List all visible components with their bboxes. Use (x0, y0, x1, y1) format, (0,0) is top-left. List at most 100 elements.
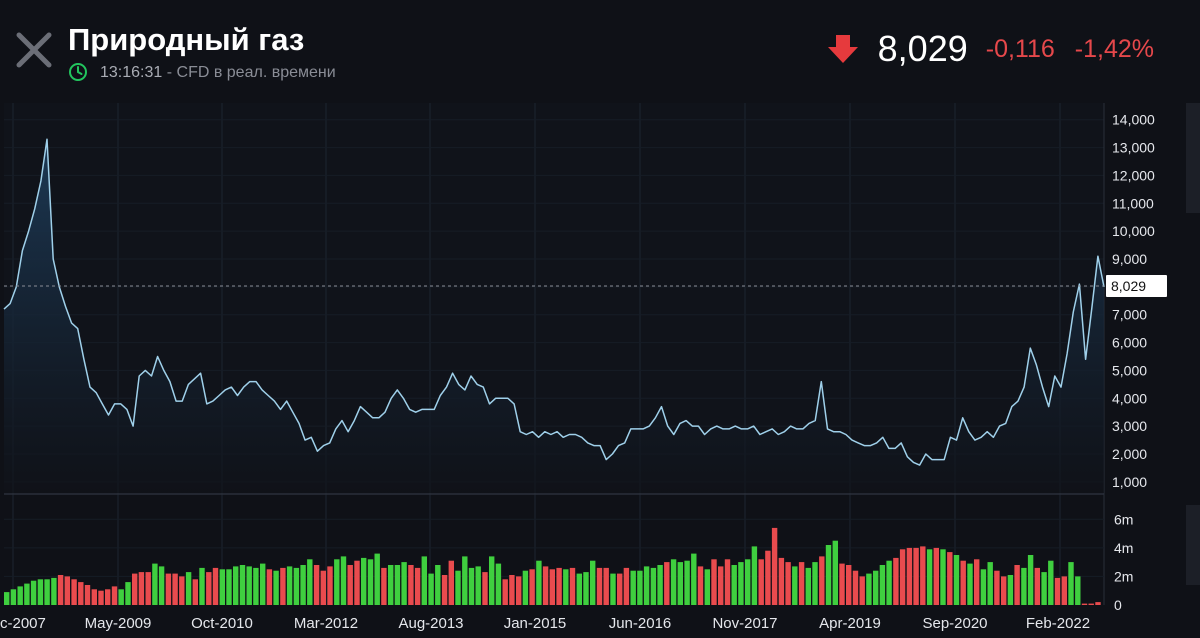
price-change-percent: -1,42% (1074, 34, 1154, 63)
volume-bar (1021, 567, 1027, 605)
volume-bar (617, 573, 623, 605)
price-area (4, 139, 1104, 493)
y-tick-label: 6,000 (1112, 335, 1147, 351)
volume-bar (495, 563, 502, 605)
volume-bar (482, 572, 488, 605)
volume-bar (300, 565, 306, 605)
volume-bar (401, 562, 407, 605)
volume-bar (374, 553, 380, 605)
volume-bar (974, 559, 980, 605)
volume-bar (354, 560, 360, 605)
volume-bar (475, 566, 481, 605)
volume-bar (536, 560, 542, 605)
x-tick-label: Sep-2020 (922, 615, 987, 632)
volume-bar (253, 567, 259, 605)
volume-bar (529, 569, 535, 605)
volume-bar (428, 573, 434, 605)
volume-bar (307, 559, 313, 605)
volume-bar (718, 566, 724, 605)
volume-bar (71, 579, 77, 605)
volume-bar (17, 586, 23, 605)
volume-bar (920, 546, 926, 605)
x-tick-label: Aug-2013 (398, 615, 463, 632)
volume-bar (118, 589, 124, 605)
volume-bar (24, 583, 30, 605)
volume-bar (462, 556, 468, 605)
volume-bar (145, 572, 151, 605)
volume-bar (960, 560, 966, 605)
volume-bar (839, 563, 845, 605)
x-tick-label: Jun-2016 (609, 615, 672, 632)
volume-bar (637, 570, 643, 605)
volume-bar (1014, 565, 1020, 605)
volume-bar (44, 579, 50, 605)
volume-bar (266, 569, 273, 605)
y-tick-label: 4,000 (1112, 390, 1147, 406)
volume-bar (192, 579, 198, 605)
y-tick-label: 14,000 (1112, 112, 1155, 128)
volume-bar (239, 565, 246, 605)
volume-bar (138, 572, 145, 605)
volume-bar (987, 562, 993, 605)
price-change: -0,116 (985, 34, 1055, 63)
volume-bar (711, 559, 717, 605)
volume-bar (381, 567, 387, 605)
volume-bar (583, 572, 589, 605)
volume-bar (199, 567, 205, 605)
volume-bar (1048, 560, 1054, 605)
volume-bar (320, 570, 326, 605)
volume-bar (825, 545, 832, 605)
volume-bar (111, 586, 118, 605)
y-tick-label: 5,000 (1112, 362, 1147, 378)
volume-bar (327, 566, 333, 605)
x-tick-label: Jan-2015 (504, 615, 567, 632)
y-tick-label: 13,000 (1112, 140, 1155, 156)
volume-bar (1095, 602, 1101, 605)
volume-bar (158, 566, 165, 605)
volume-bar (502, 579, 508, 605)
volume-bar (1027, 555, 1034, 605)
y-tick-label: 7,000 (1112, 307, 1147, 323)
x-tick-label: May-2009 (85, 615, 152, 632)
volume-bar (933, 547, 939, 605)
volume-bar (542, 566, 549, 605)
volume-bar (367, 559, 374, 605)
volume-bars (4, 527, 1101, 605)
volume-bar (738, 562, 744, 605)
volume-bar (846, 565, 852, 605)
quote-time: 13:16:31 (100, 64, 163, 81)
y-tick-label: 3,000 (1112, 418, 1147, 434)
volume-bar (522, 570, 529, 605)
volume-bar (408, 565, 414, 605)
volume-bar (873, 570, 879, 605)
volume-bar (980, 569, 987, 605)
volume-bar (64, 576, 70, 605)
volume-bar (859, 576, 865, 605)
volume-bar (4, 592, 10, 605)
volume-bar (125, 582, 131, 605)
volume-bar (670, 559, 677, 605)
volume-bar (549, 569, 555, 605)
date-axis: c-2007 May-2009 Oct-2010 Mar-2012 Aug-2013 Ja… (0, 615, 1090, 632)
volume-bar (866, 573, 872, 605)
volume-bar (212, 567, 219, 605)
volume-bar (899, 549, 906, 605)
price-block: 8,029 -0,116 -1,42% (826, 28, 1154, 70)
volume-bar (361, 557, 367, 605)
volume-bar (334, 559, 340, 605)
volume-bar (650, 567, 657, 605)
volume-bar (293, 567, 300, 605)
volume-bar (771, 527, 778, 605)
volume-bar (347, 565, 353, 605)
volume-bar (792, 566, 798, 605)
volume-bar (758, 559, 764, 605)
volume-bar (569, 567, 576, 605)
volume-tick-label: 4m (1114, 540, 1133, 556)
volume-bar (226, 569, 232, 605)
volume-bar (852, 570, 859, 605)
volume-bar (913, 547, 919, 605)
x-tick-label: Feb-2022 (1026, 615, 1090, 632)
volume-bar (394, 565, 401, 605)
close-icon[interactable] (14, 30, 54, 70)
